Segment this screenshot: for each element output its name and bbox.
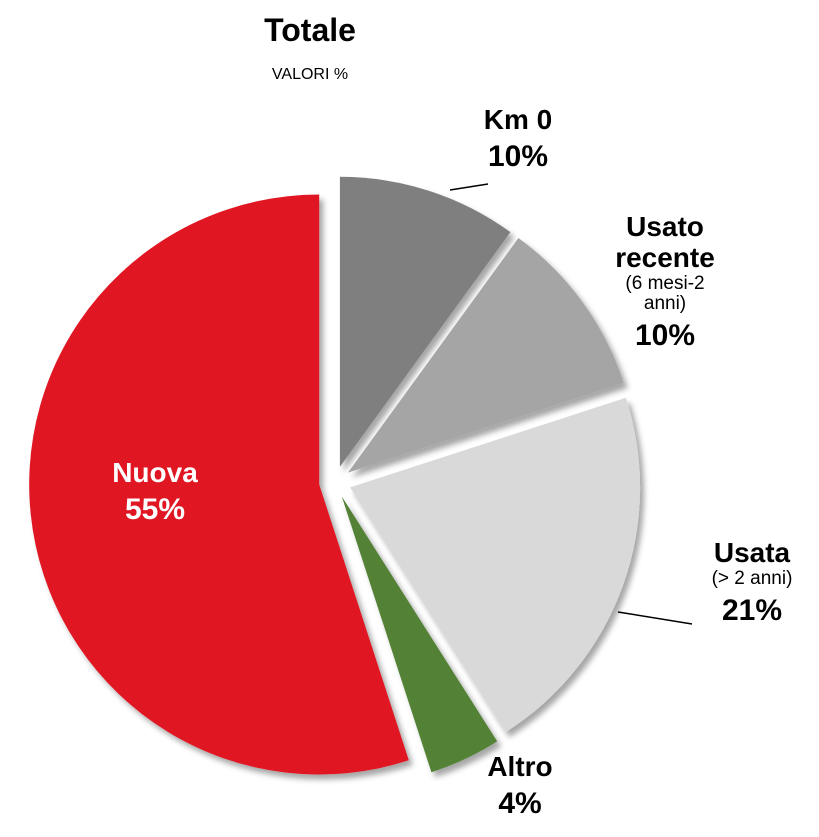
pie-slice xyxy=(347,237,624,473)
value-label: 4% xyxy=(498,786,542,820)
leader-line xyxy=(449,183,489,191)
value-label: 55% xyxy=(124,492,186,526)
slice-label: Altro 4% xyxy=(435,751,605,820)
value-label: 21% xyxy=(721,593,783,627)
category-label: Altro xyxy=(487,751,553,782)
category-label: Km 0 xyxy=(483,104,553,135)
slice-label: Nuova 55% xyxy=(70,457,240,526)
chart-subtitle: VALORI % xyxy=(271,66,349,83)
category-label: Usata xyxy=(713,537,791,568)
pie-slice xyxy=(341,496,498,773)
slice-label: Usata (> 2 anni) 21% xyxy=(667,537,819,627)
value-label: 10% xyxy=(634,319,696,353)
pie-slice xyxy=(350,397,641,733)
category-label: Usato recente xyxy=(615,211,715,273)
category-note: (6 mesi-2 anni) xyxy=(625,272,705,315)
category-note: (> 2 anni) xyxy=(711,567,793,589)
slice-label: Km 0 10% xyxy=(433,104,603,173)
value-label: 10% xyxy=(487,139,549,173)
pie-slice xyxy=(339,176,511,467)
leader-line xyxy=(617,611,693,625)
chart-title: Totale xyxy=(264,12,356,48)
slice-label: Usato recente (6 mesi-2 anni) 10% xyxy=(580,211,750,353)
category-label: Nuova xyxy=(112,457,198,488)
pie-slice xyxy=(29,194,409,775)
